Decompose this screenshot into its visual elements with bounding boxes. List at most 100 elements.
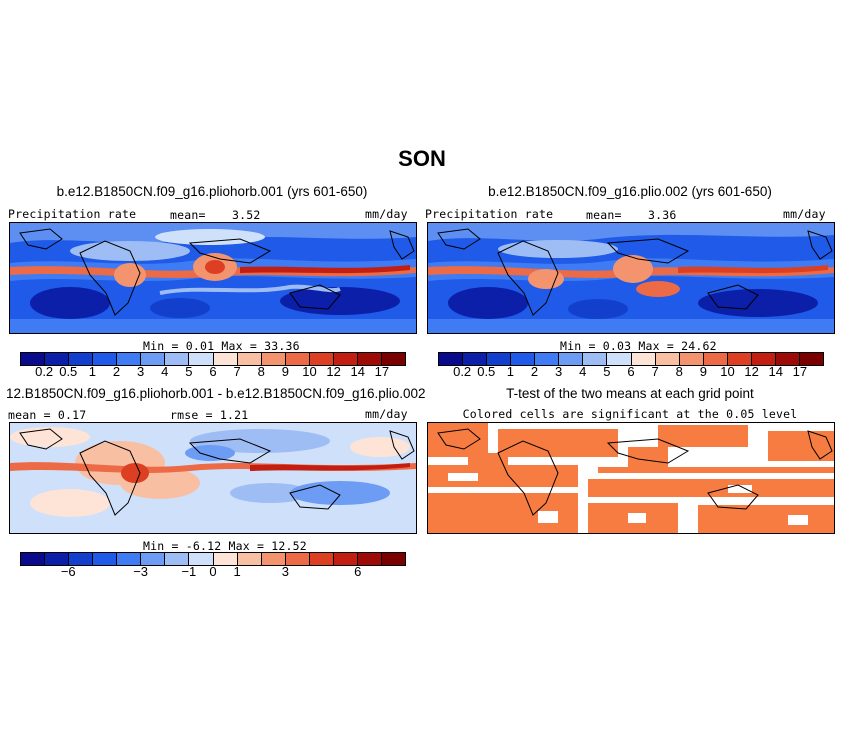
colorbar-tick-label: 9 bbox=[281, 364, 289, 379]
colorbar-tick-label: 7 bbox=[651, 364, 659, 379]
colorbar-swatch bbox=[45, 353, 70, 365]
colorbar-swatch bbox=[357, 353, 382, 365]
colorbar-swatch bbox=[607, 353, 632, 365]
colorbar-swatch bbox=[45, 553, 70, 565]
panel2-precip-map bbox=[427, 222, 835, 334]
colorbar-swatch bbox=[583, 353, 608, 365]
panel2-title: b.e12.B1850CN.f09_g16.plio.002 (yrs 601-… bbox=[488, 184, 772, 199]
colorbar-swatch bbox=[141, 353, 166, 365]
colorbar-swatch bbox=[751, 353, 776, 365]
colorbar-tick-label: 14 bbox=[350, 364, 365, 379]
colorbar-swatch bbox=[213, 553, 238, 565]
colorbar-swatch bbox=[535, 353, 560, 365]
colorbar-swatch bbox=[165, 553, 190, 565]
panel1-units: mm/day bbox=[365, 207, 408, 221]
colorbar-swatch bbox=[703, 353, 728, 365]
colorbar-tick-label: 1 bbox=[88, 364, 96, 379]
colorbar-swatch bbox=[21, 553, 46, 565]
panel3-colorbar-ticks: −6 −3 −1 0 1 3 6 bbox=[20, 564, 406, 580]
panel2-variable-label: Precipitation rate bbox=[425, 207, 554, 221]
colorbar-tick-label: 8 bbox=[257, 364, 265, 379]
panel2-mean-value: 3.36 bbox=[648, 208, 677, 222]
colorbar-tick-label: 1 bbox=[233, 564, 241, 579]
colorbar-swatch bbox=[117, 553, 142, 565]
colorbar-tick-label: 12 bbox=[744, 364, 759, 379]
colorbar-tick-label: 14 bbox=[768, 364, 783, 379]
colorbar-tick-label: 10 bbox=[720, 364, 735, 379]
colorbar-swatch bbox=[679, 353, 704, 365]
panel2-colorbar-ticks: 0.2 0.5 1 2 3 4 5 6 7 8 9 10 12 14 17 bbox=[438, 364, 824, 380]
colorbar-swatch bbox=[631, 353, 656, 365]
panel1-colorbar bbox=[20, 352, 406, 366]
colorbar-swatch bbox=[165, 353, 190, 365]
panel1-colorbar-ticks: 0.2 0.5 1 2 3 4 5 6 7 8 9 10 12 14 17 bbox=[20, 364, 406, 380]
panel3-colorbar bbox=[20, 552, 406, 566]
colorbar-swatch bbox=[333, 353, 358, 365]
colorbar-swatch bbox=[285, 353, 310, 365]
colorbar-swatch bbox=[333, 553, 358, 565]
panel2-mean-label: mean= bbox=[586, 208, 622, 222]
panel2-colorbar bbox=[438, 352, 824, 366]
panel2-units: mm/day bbox=[783, 207, 826, 221]
colorbar-swatch bbox=[261, 353, 286, 365]
colorbar-tick-label: 8 bbox=[675, 364, 683, 379]
colorbar-swatch bbox=[799, 353, 823, 365]
colorbar-tick-label: −6 bbox=[60, 564, 76, 579]
colorbar-tick-label: 9 bbox=[699, 364, 707, 379]
colorbar-swatch bbox=[189, 553, 214, 565]
panel4-ttest-map bbox=[427, 422, 835, 534]
panel1-variable-label: Precipitation rate bbox=[8, 207, 137, 221]
panel1-mean-label: mean= bbox=[170, 208, 206, 222]
colorbar-tick-label: 2 bbox=[530, 364, 539, 379]
colorbar-tick-label: 4 bbox=[161, 364, 169, 379]
colorbar-swatch bbox=[141, 553, 166, 565]
colorbar-swatch bbox=[117, 353, 142, 365]
colorbar-tick-label: 17 bbox=[792, 364, 808, 379]
panel4-subtitle: Colored cells are significant at the 0.0… bbox=[462, 407, 798, 421]
panel3-difference-map bbox=[9, 422, 417, 534]
colorbar-swatch bbox=[655, 353, 680, 365]
colorbar-tick-label: 3 bbox=[281, 564, 289, 579]
panel3-units: mm/day bbox=[365, 407, 408, 421]
colorbar-swatch bbox=[93, 553, 118, 565]
colorbar-swatch bbox=[357, 553, 382, 565]
panel1-minmax: Min = 0.01 Max = 33.36 bbox=[143, 339, 300, 353]
colorbar-tick-label: 3 bbox=[137, 364, 145, 379]
panel3-minmax: Min = -6.12 Max = 12.52 bbox=[143, 539, 307, 553]
colorbar-swatch bbox=[285, 553, 310, 565]
colorbar-swatch bbox=[309, 553, 334, 565]
colorbar-tick-label: 6 bbox=[627, 364, 635, 379]
colorbar-tick-label: 17 bbox=[374, 364, 390, 379]
colorbar-tick-label: 0 bbox=[209, 564, 217, 579]
colorbar-tick-label: 2 bbox=[112, 364, 121, 379]
colorbar-swatch bbox=[309, 353, 334, 365]
colorbar-swatch bbox=[381, 353, 405, 365]
colorbar-swatch bbox=[69, 353, 94, 365]
colorbar-swatch bbox=[727, 353, 752, 365]
colorbar-tick-label: 0.2 bbox=[453, 364, 472, 379]
colorbar-swatch bbox=[21, 353, 46, 365]
panel1-precip-map bbox=[9, 222, 417, 334]
colorbar-swatch bbox=[93, 353, 118, 365]
colorbar-tick-label: 3 bbox=[555, 364, 563, 379]
panel4-title: T-test of the two means at each grid poi… bbox=[506, 386, 754, 401]
panel1-title: b.e12.B1850CN.f09_g16.pliohorb.001 (yrs … bbox=[56, 184, 368, 199]
colorbar-tick-label: 5 bbox=[185, 364, 193, 379]
colorbar-swatch bbox=[237, 353, 262, 365]
colorbar-tick-label: 0.5 bbox=[59, 364, 78, 379]
colorbar-tick-label: 6 bbox=[354, 564, 362, 579]
colorbar-swatch bbox=[463, 353, 488, 365]
colorbar-tick-label: 10 bbox=[302, 364, 317, 379]
colorbar-swatch bbox=[69, 553, 94, 565]
colorbar-swatch bbox=[237, 553, 262, 565]
colorbar-tick-label: 1 bbox=[506, 364, 514, 379]
panel1-mean-value: 3.52 bbox=[232, 208, 261, 222]
colorbar-tick-label: 5 bbox=[603, 364, 611, 379]
panel3-rmse: rmse = 1.21 bbox=[170, 408, 249, 422]
colorbar-swatch bbox=[439, 353, 464, 365]
colorbar-swatch bbox=[213, 353, 238, 365]
colorbar-swatch bbox=[261, 553, 286, 565]
colorbar-swatch bbox=[559, 353, 584, 365]
colorbar-tick-label: −3 bbox=[133, 564, 149, 579]
panel3-title: 12.B1850CN.f09_g16.pliohorb.001 - b.e12.… bbox=[6, 386, 426, 401]
